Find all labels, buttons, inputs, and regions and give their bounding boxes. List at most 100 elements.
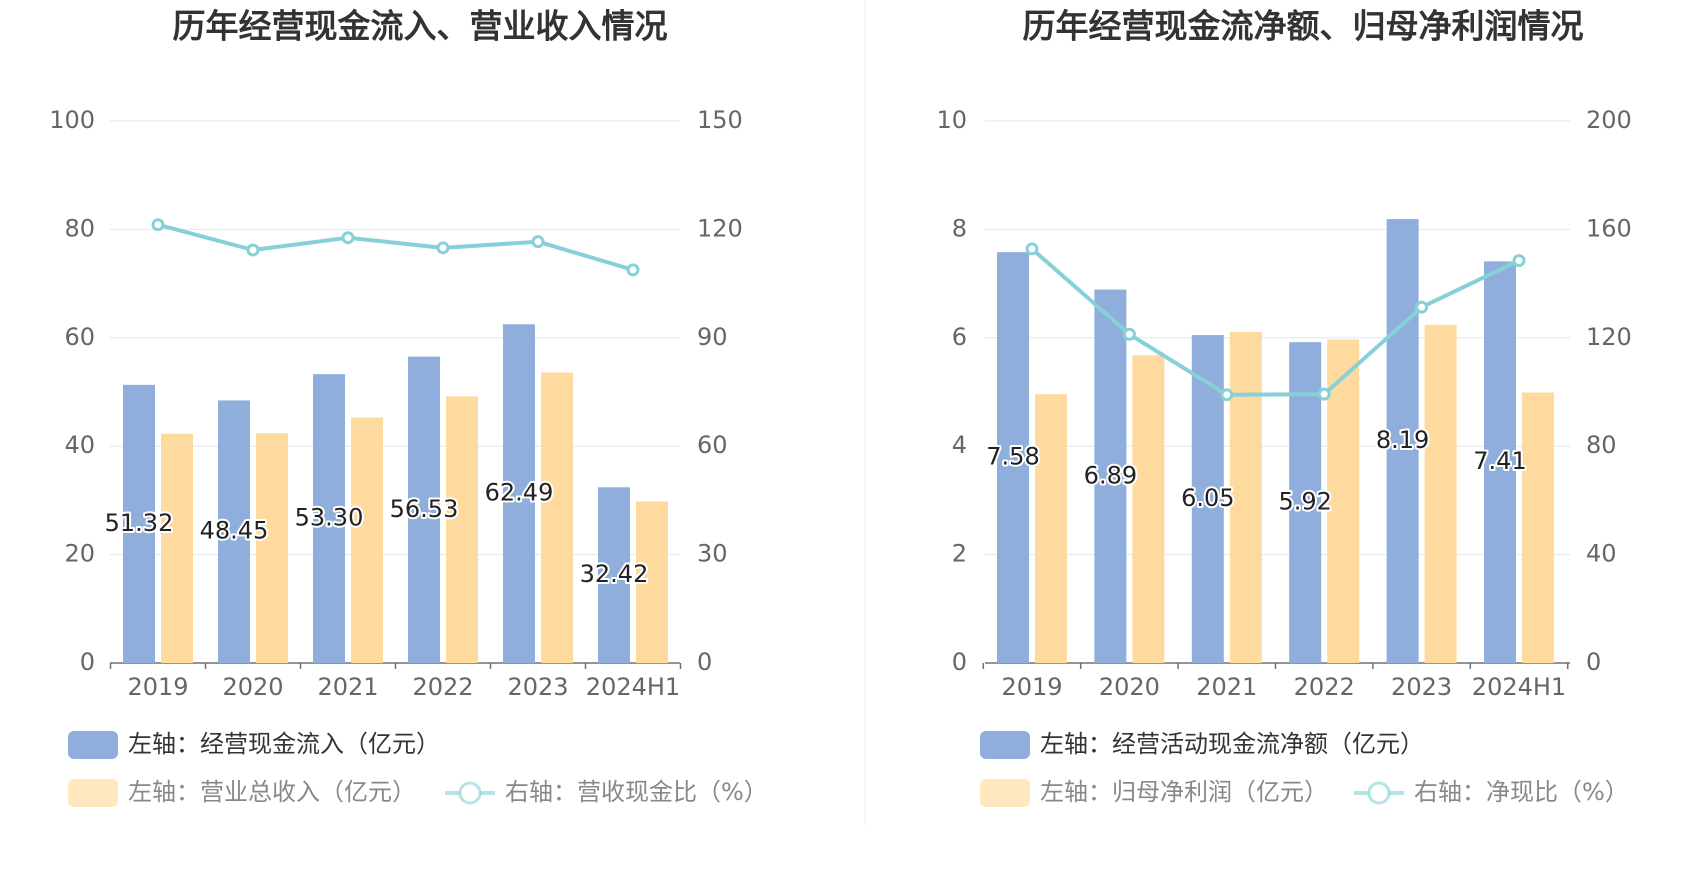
chart-panel-net-cash-profit: 历年经营现金流净额、归母净利润情况 0 2 4 6 8 10 0 40 80 120 160 200 20… [936,7,1632,807]
line-point[interactable] [1415,300,1429,314]
chart-panel-cash-inflow-revenue: 历年经营现金流入、营业收入情况 0 20 40 60 80 100 0 30 60 90 120 150… [49,7,768,807]
bar-primary[interactable] [997,252,1029,663]
line-point[interactable] [151,218,165,232]
bar-secondary[interactable] [446,396,478,663]
right-axis-tick-label: 0 [1586,648,1601,676]
bar-primary[interactable] [123,384,155,663]
line-point[interactable] [1317,387,1331,401]
legend-line-marker[interactable] [458,781,482,805]
bar-data-label: 48.45 [200,517,269,545]
bar-primary[interactable] [1094,289,1127,663]
left-axis-tick-label: 80 [64,214,95,242]
right-axis-tick-label: 90 [697,323,728,351]
left-axis-tick-label: 0 [952,648,967,676]
line-point[interactable] [1122,327,1136,341]
bar-data-label: 62.49 [485,479,554,507]
bar-data-label: 8.19 [1376,426,1429,454]
legend-label[interactable]: 左轴：营业总收入（亿元） [128,778,416,806]
bar-data-label: 7.58 [986,443,1039,471]
line-series [157,222,634,272]
bar-primary[interactable] [503,324,535,663]
line-point[interactable] [341,231,355,245]
right-axis-tick-label: 150 [697,106,743,134]
bar-secondary[interactable] [1132,355,1165,663]
bar-primary[interactable] [1484,261,1516,663]
legend-label[interactable]: 右轴：净现比（%） [1414,778,1629,806]
category-label: 2023 [1391,673,1452,701]
bar-secondary[interactable] [1229,331,1262,663]
category-label: 2022 [1294,673,1355,701]
legend-swatch[interactable] [68,731,118,759]
chart-title: 历年经营现金流入、营业收入情况 [173,7,668,46]
category-label: 2023 [507,673,568,701]
bar-data-label: 51.32 [105,509,174,537]
legend-swatch[interactable] [68,779,118,807]
left-axis-tick-label: 2 [952,540,967,568]
left-axis-tick-label: 60 [64,323,95,351]
bar-secondary[interactable] [1522,392,1554,663]
left-axis-tick-label: 0 [80,648,95,676]
bar-secondary[interactable] [541,372,573,663]
right-axis-tick-label: 30 [697,540,728,568]
bar-data-label: 6.05 [1181,484,1234,512]
left-axis-tick-label: 40 [64,431,95,459]
bar-data-label: 7.41 [1473,447,1526,475]
category-label: 2019 [127,673,188,701]
line-point[interactable] [436,241,450,255]
bar-secondary[interactable] [636,501,668,663]
bar-primary[interactable] [408,356,440,663]
right-axis-tick-label: 120 [1586,323,1632,351]
right-axis-tick-label: 80 [1586,431,1617,459]
bar-secondary[interactable] [256,433,288,663]
left-axis-tick-label: 4 [952,431,967,459]
right-axis-tick-label: 120 [697,214,743,242]
left-axis-tick-label: 10 [936,106,967,134]
left-axis-tick-label: 100 [49,106,95,134]
legend-swatch[interactable] [980,779,1030,807]
category-label: 2021 [317,673,378,701]
bar-data-label: 32.42 [580,560,649,588]
line-point[interactable] [1025,242,1039,256]
category-label: 2022 [412,673,473,701]
left-axis-tick-label: 8 [952,214,967,242]
bar-secondary[interactable] [1035,394,1067,663]
line-point[interactable] [531,235,545,249]
bar-secondary[interactable] [1327,339,1360,663]
line-point[interactable] [1220,388,1234,402]
bar-primary[interactable] [598,487,630,663]
left-axis-tick-label: 20 [64,540,95,568]
bar-data-label: 5.92 [1278,488,1331,516]
legend-swatch[interactable] [980,731,1030,759]
category-label: 2020 [222,673,283,701]
left-axis-tick-label: 6 [952,323,967,351]
legend-label[interactable]: 左轴：经营现金流入（亿元） [128,730,440,758]
right-axis-tick-label: 40 [1586,540,1617,568]
category-label: 2024H1 [1472,673,1566,701]
bar-data-label: 6.89 [1084,461,1137,489]
bar-secondary[interactable] [351,417,383,663]
legend-label[interactable]: 左轴：经营活动现金流净额（亿元） [1040,730,1424,758]
right-axis-tick-label: 160 [1586,214,1632,242]
bar-data-label: 56.53 [390,495,459,523]
bar-primary[interactable] [218,400,250,663]
category-label: 2024H1 [586,673,680,701]
line-point[interactable] [1512,254,1526,268]
legend-line-marker[interactable] [1367,781,1391,805]
right-axis-tick-label: 0 [697,648,712,676]
bar-data-label: 53.30 [295,504,364,532]
line-point[interactable] [626,263,640,277]
chart-title: 历年经营现金流净额、归母净利润情况 [1023,7,1584,46]
line-point[interactable] [246,243,260,257]
right-axis-tick-label: 60 [697,431,728,459]
category-label: 2021 [1196,673,1257,701]
bar-secondary[interactable] [161,433,193,663]
legend-label[interactable]: 左轴：归母净利润（亿元） [1040,778,1328,806]
right-axis-tick-label: 200 [1586,106,1632,134]
category-label: 2020 [1099,673,1160,701]
bar-primary[interactable] [313,374,345,663]
bar-primary[interactable] [1386,219,1419,664]
legend-label[interactable]: 右轴：营收现金比（%） [505,778,768,806]
category-label: 2019 [1001,673,1062,701]
bar-secondary[interactable] [1424,324,1457,663]
